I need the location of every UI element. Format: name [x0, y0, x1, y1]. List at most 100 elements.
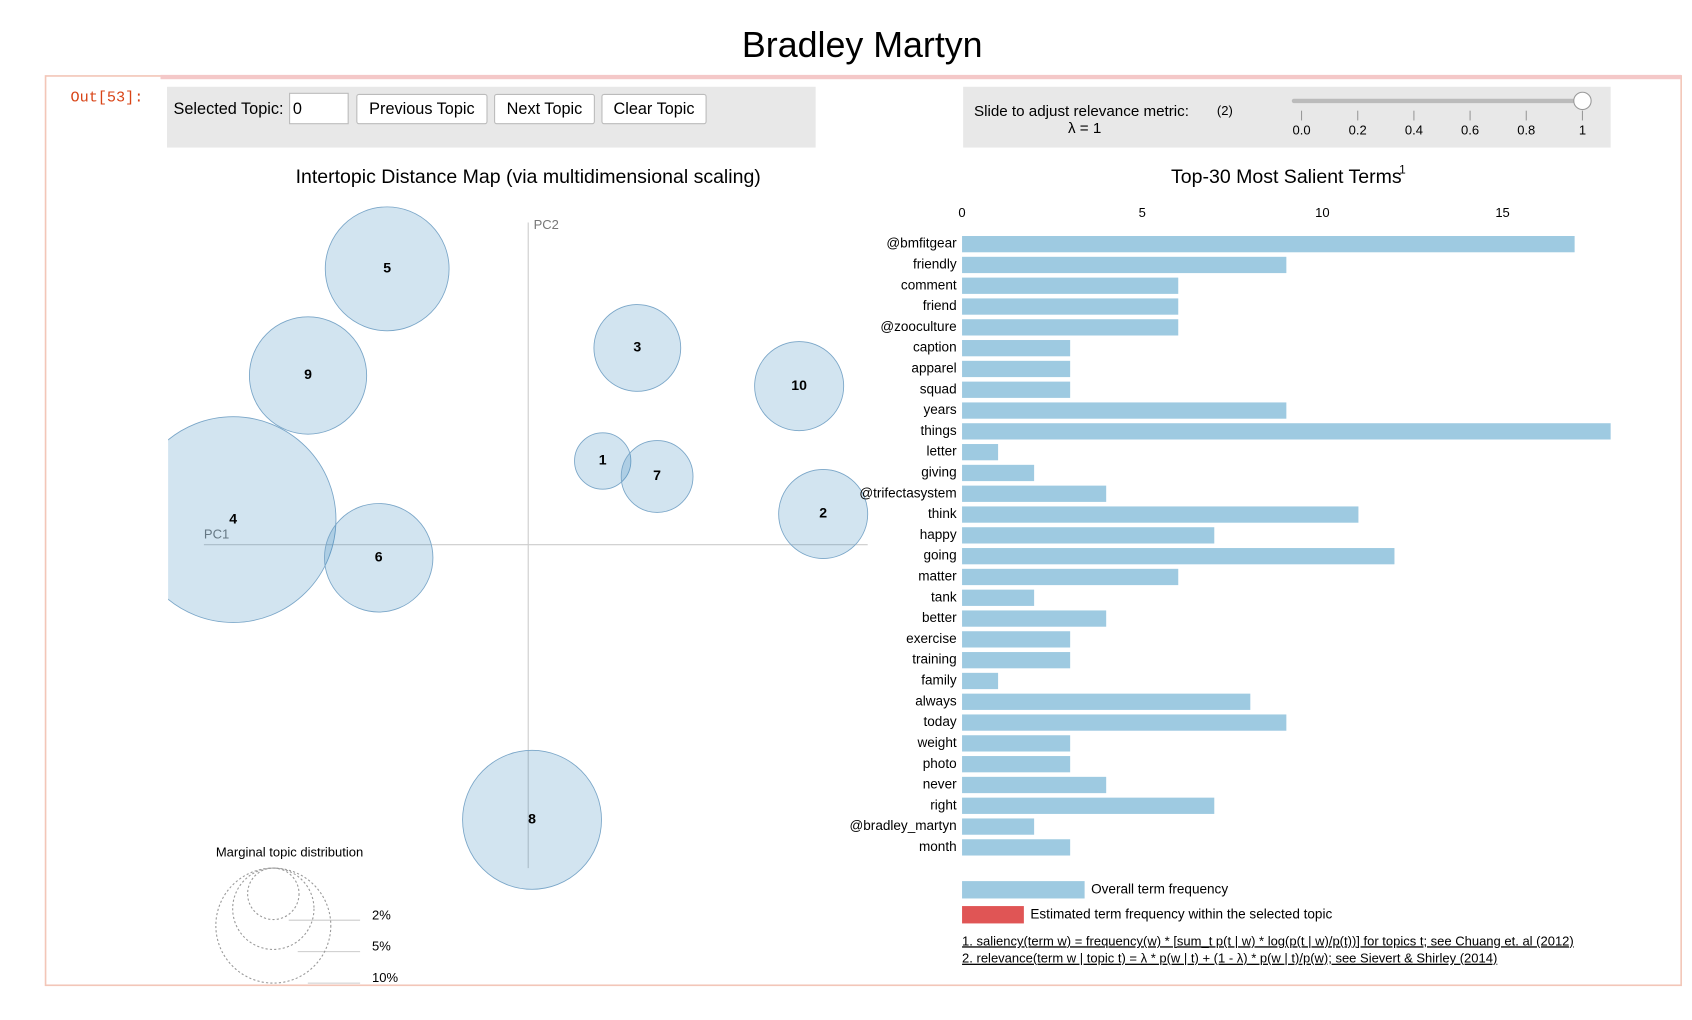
bar[interactable] [962, 631, 1071, 648]
map-title: Intertopic Distance Map (via multidimens… [296, 166, 761, 188]
footnote: 1. saliency(term w) = frequency(w) * [su… [962, 933, 1574, 948]
term-label[interactable]: family [921, 673, 957, 688]
bar[interactable] [962, 506, 1359, 523]
term-label[interactable]: always [915, 693, 957, 708]
term-label[interactable]: @trifectasystem [859, 485, 956, 500]
term-label[interactable]: comment [901, 277, 957, 292]
button-box[interactable] [494, 93, 595, 125]
x-tick-label: 10 [1315, 205, 1329, 220]
bar[interactable] [962, 236, 1575, 253]
bar[interactable] [962, 402, 1287, 419]
topic-button[interactable]: Next Topic [494, 93, 595, 125]
pc1-label: PC1 [204, 526, 229, 541]
legend-swatch [962, 881, 1085, 899]
bar[interactable] [962, 444, 999, 461]
bar[interactable] [962, 589, 1035, 606]
selected-topic-label: Selected Topic: [174, 100, 284, 118]
topic-bubble[interactable] [324, 503, 434, 613]
bar[interactable] [962, 548, 1395, 565]
term-label[interactable]: never [923, 777, 957, 792]
topic-bubble[interactable] [754, 341, 845, 432]
x-tick-label: 5 [1139, 205, 1146, 220]
button-label[interactable]: Previous Topic [369, 100, 474, 118]
page-title: Bradley Martyn [742, 25, 983, 65]
bar[interactable] [962, 735, 1071, 752]
topic-bubble[interactable] [248, 316, 368, 435]
term-label[interactable]: friendly [913, 257, 957, 272]
bar[interactable] [962, 464, 1035, 482]
bar[interactable] [962, 360, 1071, 378]
topic-label: 3 [633, 339, 641, 355]
term-label[interactable]: matter [918, 569, 957, 584]
bar[interactable] [962, 340, 1071, 357]
selected-topic-input[interactable] [289, 92, 349, 125]
legend-label: Overall term frequency [1091, 881, 1228, 896]
bar[interactable] [962, 672, 999, 690]
topic-button[interactable]: Previous Topic [356, 93, 488, 125]
term-label[interactable]: years [923, 402, 956, 417]
term-label[interactable]: training [912, 652, 956, 667]
term-label[interactable]: giving [921, 465, 956, 480]
bar[interactable] [962, 485, 1107, 502]
slider-tick-label: 1 [1579, 123, 1586, 138]
selected-topic-value: 0 [293, 100, 302, 118]
legend-label: Estimated term frequency within the sele… [1030, 906, 1332, 921]
topic-label: 5 [383, 260, 391, 276]
term-label[interactable]: photo [923, 756, 957, 771]
topic-button[interactable]: Clear Topic [601, 93, 707, 125]
bar[interactable] [962, 423, 1611, 440]
term-label[interactable]: better [922, 610, 957, 625]
term-label[interactable]: @bmfitgear [886, 236, 957, 251]
bar[interactable] [962, 381, 1071, 398]
term-label[interactable]: weight [916, 735, 956, 750]
bar[interactable] [962, 568, 1179, 586]
topic-label: 6 [375, 548, 383, 564]
bar[interactable] [962, 797, 1215, 814]
topic-bubble[interactable] [324, 206, 450, 332]
bar[interactable] [962, 256, 1287, 274]
term-label[interactable]: tank [931, 589, 957, 604]
topic-bubble[interactable] [574, 432, 632, 490]
salient-title: Top-30 Most Salient Terms [1171, 166, 1402, 188]
term-label[interactable]: going [923, 548, 956, 563]
button-label[interactable]: Next Topic [507, 100, 583, 118]
term-label[interactable]: apparel [911, 361, 956, 376]
bar[interactable] [962, 818, 1035, 835]
button-box[interactable] [601, 93, 707, 125]
bar[interactable] [962, 610, 1107, 627]
term-label[interactable]: things [920, 423, 956, 438]
bar[interactable] [962, 776, 1107, 794]
bar[interactable] [962, 527, 1215, 544]
term-label[interactable]: month [919, 839, 957, 854]
bar[interactable] [962, 277, 1179, 294]
bar[interactable] [962, 652, 1071, 669]
button-box[interactable] [356, 93, 488, 125]
topic-bubble[interactable] [778, 468, 869, 559]
term-label[interactable]: friend [923, 298, 957, 313]
bar[interactable] [962, 714, 1287, 731]
slider-knob[interactable] [1573, 91, 1592, 111]
bar[interactable] [962, 756, 1071, 773]
term-label[interactable]: think [928, 506, 957, 521]
bar[interactable] [962, 298, 1179, 315]
term-label[interactable]: letter [927, 444, 958, 459]
topic-bubble[interactable] [462, 749, 602, 890]
term-label[interactable]: exercise [906, 631, 956, 646]
topic-bubble[interactable] [620, 440, 694, 513]
term-label[interactable]: squad [920, 381, 957, 396]
term-label[interactable]: right [930, 797, 957, 812]
topic-bubble[interactable] [593, 304, 682, 392]
bar[interactable] [962, 839, 1071, 856]
topic-label: 7 [653, 467, 661, 483]
term-label[interactable]: happy [920, 527, 957, 542]
term-label[interactable]: caption [913, 340, 957, 355]
button-label[interactable]: Clear Topic [613, 100, 694, 118]
bar[interactable] [962, 319, 1179, 336]
topic-bubble[interactable] [130, 416, 337, 623]
term-label[interactable]: @zooculture [880, 319, 956, 334]
bar[interactable] [962, 693, 1251, 710]
term-label[interactable]: @bradley_martyn [850, 818, 957, 833]
size-legend-circle [215, 867, 332, 984]
term-label[interactable]: today [923, 714, 956, 729]
